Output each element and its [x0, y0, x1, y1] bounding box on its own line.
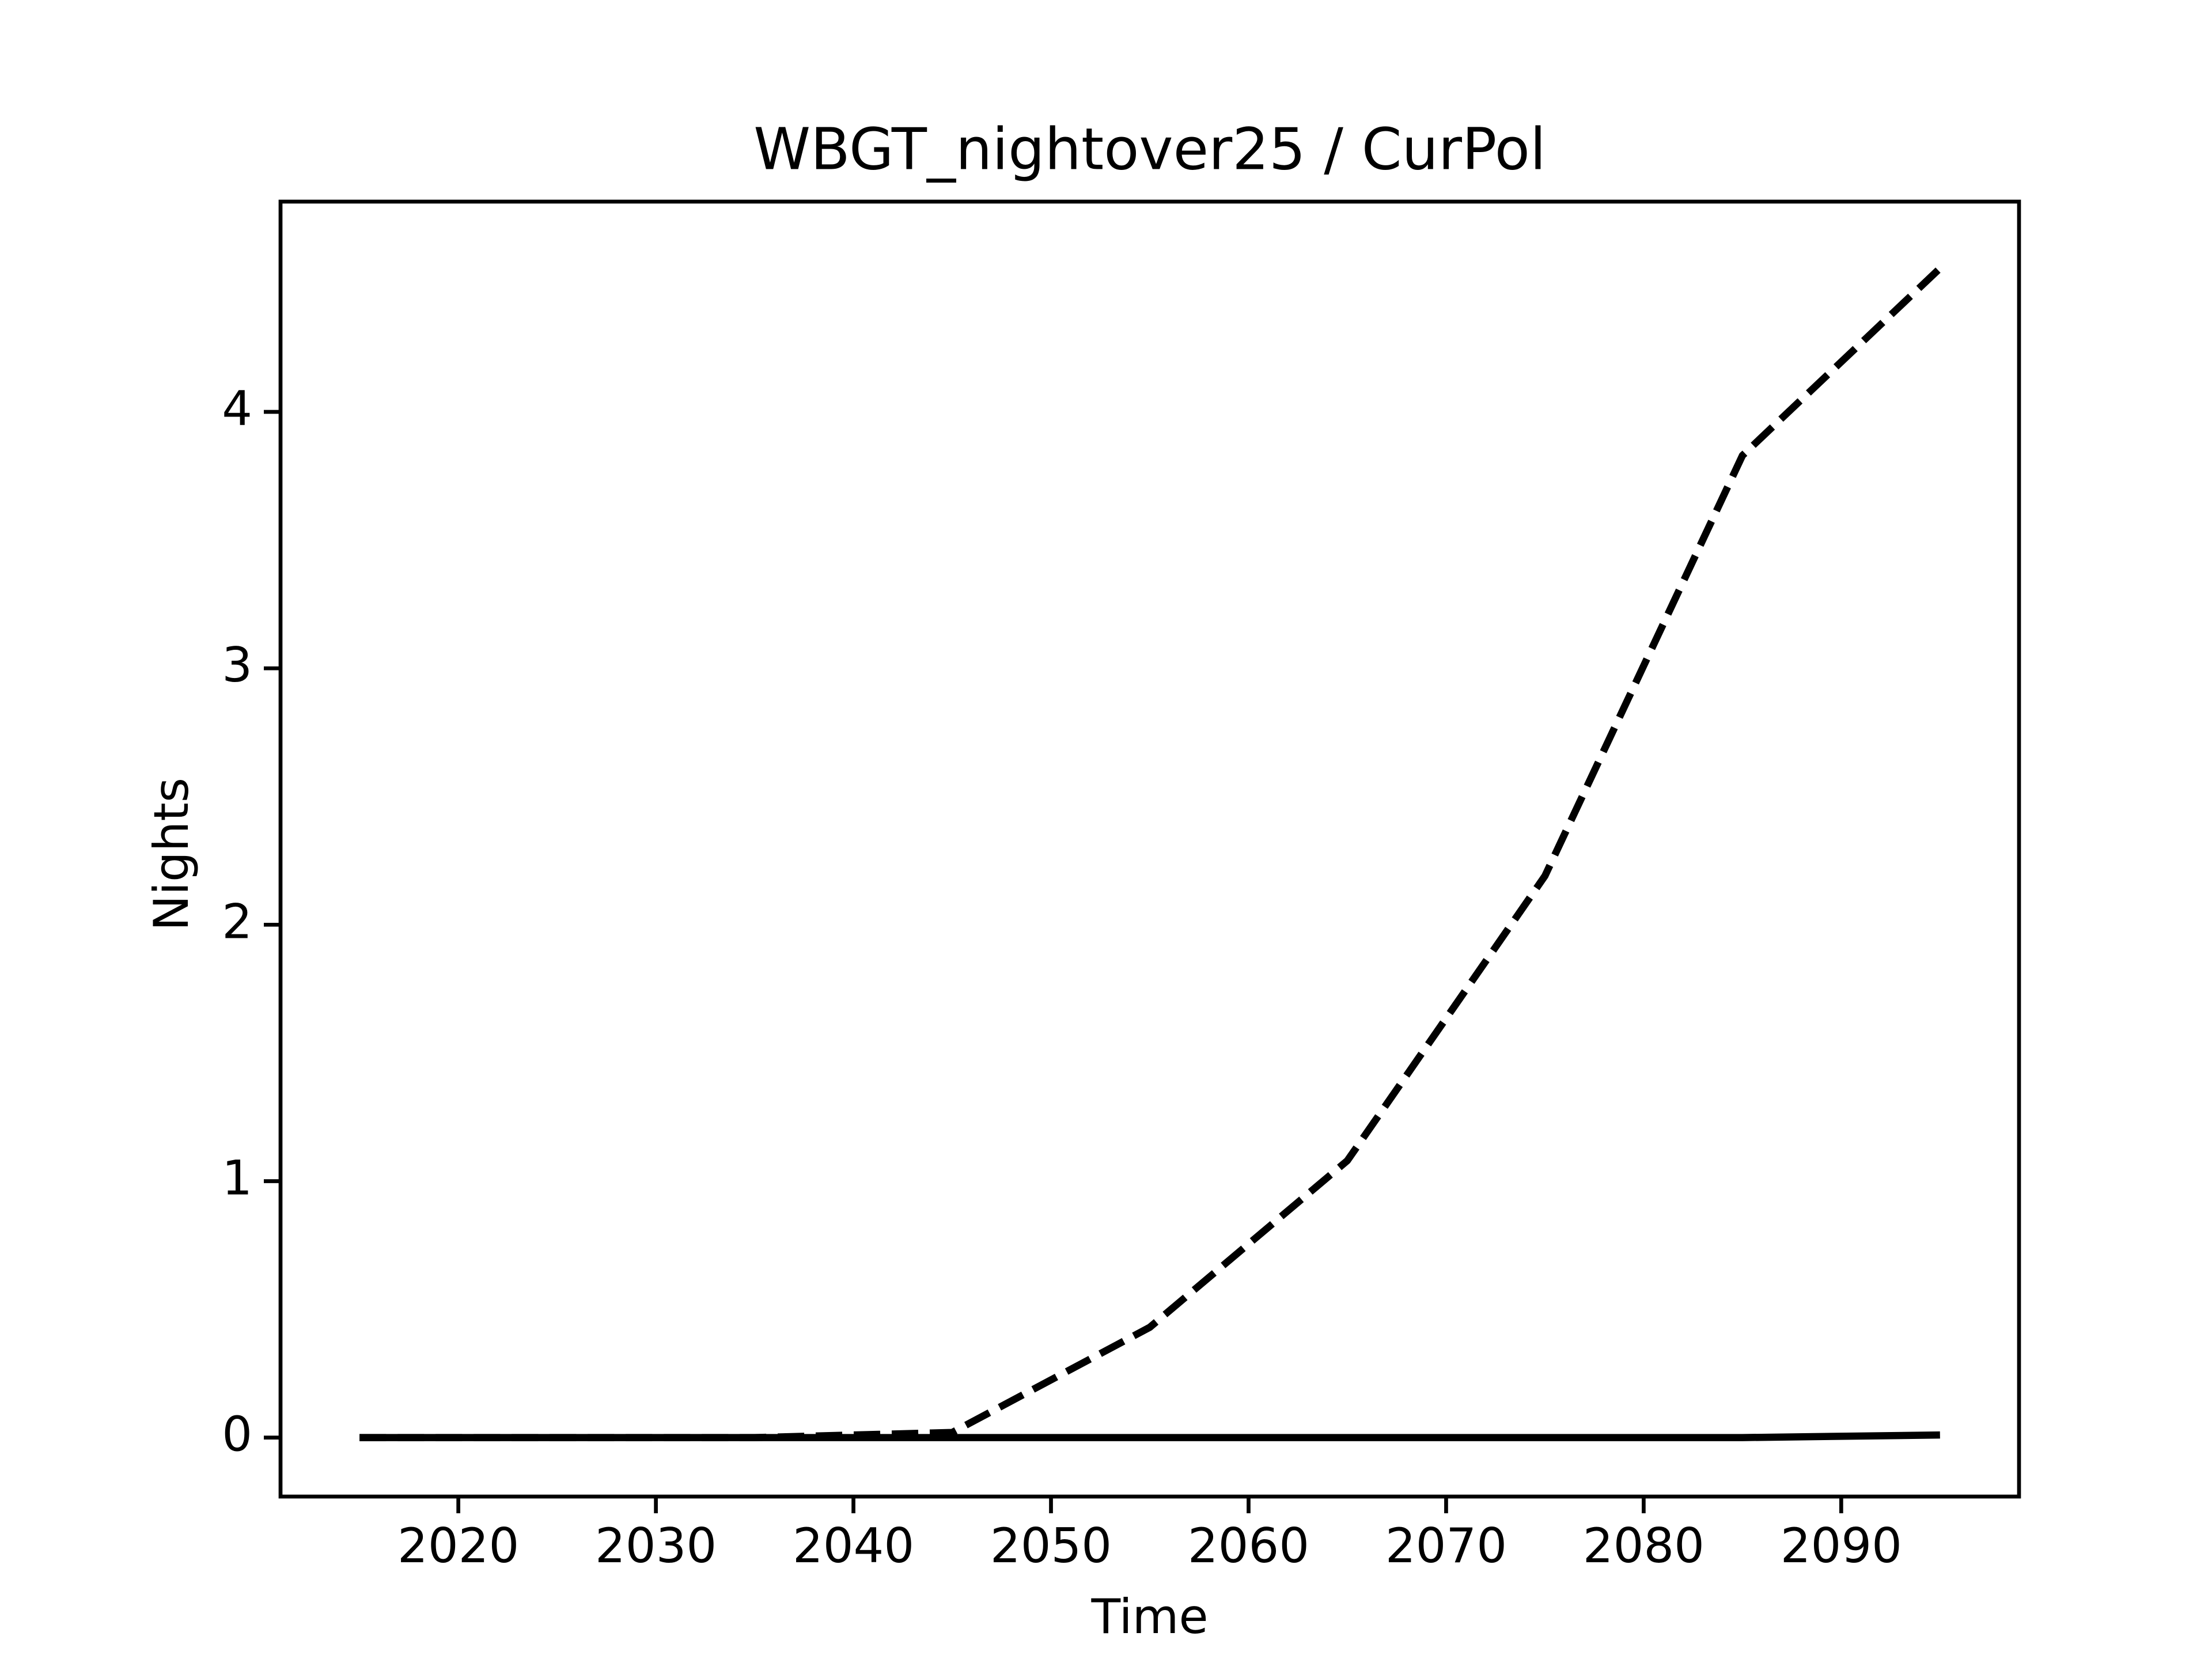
y-tick-label: 2: [222, 893, 252, 949]
chart-title: WBGT_nightover25 / CurPol: [753, 115, 1546, 183]
x-axis-label: Time: [1090, 1589, 1208, 1645]
x-tick-label: 2030: [595, 1518, 717, 1574]
x-tick-label: 2040: [793, 1518, 914, 1574]
plot-frame: [278, 199, 2021, 1499]
y-tick-label: 0: [222, 1407, 252, 1463]
y-tick-label: 4: [222, 381, 252, 437]
x-tick-label: 2090: [1781, 1518, 1902, 1574]
series-line: [359, 1431, 1940, 1441]
x-tick-label: 2070: [1385, 1518, 1507, 1574]
x-tick-label: 2020: [397, 1518, 519, 1574]
y-tick-label: 1: [222, 1150, 252, 1206]
y-tick-label: 3: [222, 637, 252, 693]
y-axis-label: Nights: [143, 778, 199, 931]
series-line: [359, 266, 1943, 1441]
x-tick-label: 2080: [1583, 1518, 1705, 1574]
x-tick-label: 2050: [990, 1518, 1112, 1574]
x-tick-label: 2060: [1188, 1518, 1309, 1574]
